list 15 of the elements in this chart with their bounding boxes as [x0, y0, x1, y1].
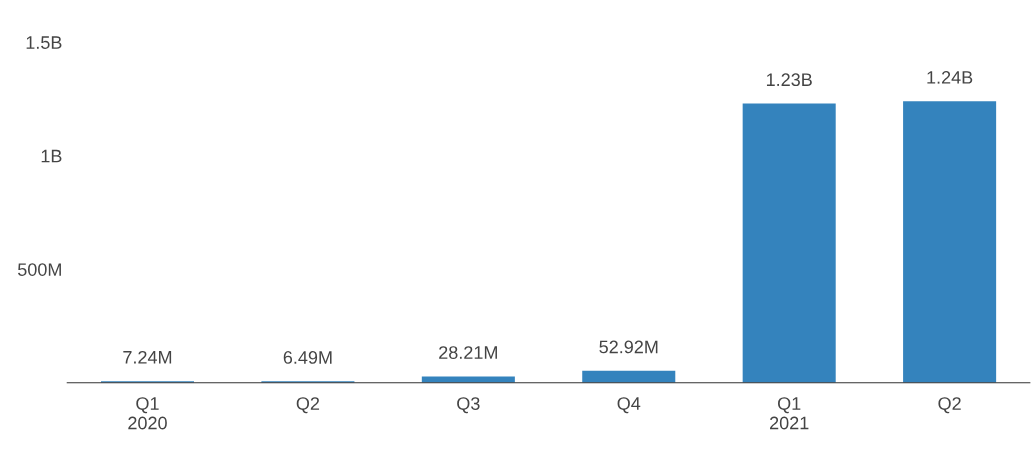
- data-label: 1.23B: [766, 73, 812, 87]
- y-tick-label: 500M: [17, 263, 61, 276]
- data-label: 7.24M: [123, 350, 172, 364]
- data-label: 52.92M: [599, 340, 658, 354]
- x-tick-label: Q3: [457, 397, 480, 414]
- data-label: 6.49M: [283, 351, 332, 364]
- data-label: 28.21M: [439, 346, 497, 359]
- x-tick-label: Q1 2021: [770, 397, 809, 430]
- y-tick-label: 1B: [41, 149, 62, 163]
- x-tick-label: Q2: [938, 397, 961, 414]
- data-label: 1.24B: [927, 71, 973, 84]
- x-tick-label: Q2: [296, 397, 320, 414]
- x-tick-label: Q4: [617, 397, 641, 414]
- x-tick-label: Q1 2020: [128, 397, 167, 430]
- y-tick-label: 1.5B: [26, 36, 62, 49]
